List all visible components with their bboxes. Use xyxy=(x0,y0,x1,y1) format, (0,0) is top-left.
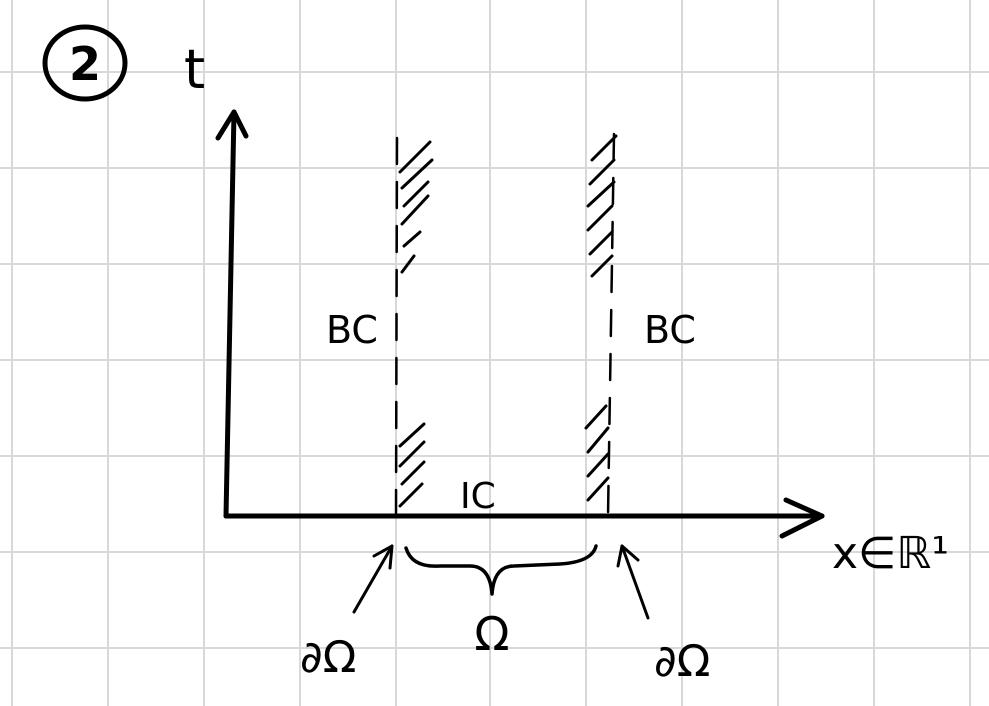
step-number-circle xyxy=(42,24,128,102)
left-boundary-pointer: ∂Ω xyxy=(300,544,394,683)
step-number: 2 xyxy=(69,37,101,91)
left-boundary-condition-label: BC xyxy=(326,308,378,352)
right-boundary-condition-label: BC xyxy=(644,308,696,352)
left-boundary-line xyxy=(394,136,399,518)
right-boundary-pointer: ∂Ω xyxy=(616,544,710,687)
right-boundary-line xyxy=(606,132,616,518)
right-boundary-hatching-upper xyxy=(586,134,618,278)
space-axis: x∈ℝ¹ xyxy=(223,497,949,579)
domain-brace-curve xyxy=(404,544,598,596)
left-boundary-hatching-upper xyxy=(398,140,434,274)
left-boundary-arrow-shaft xyxy=(352,544,394,614)
initial-condition-label: IC xyxy=(460,476,496,517)
step-number-badge: 2 xyxy=(42,24,128,102)
space-axis-label: x∈ℝ¹ xyxy=(832,528,949,579)
space-axis-arrowhead xyxy=(779,497,825,539)
left-boundary-arrowhead xyxy=(372,544,394,570)
time-axis-arrowhead xyxy=(215,109,249,141)
domain-label: Ω xyxy=(474,607,509,661)
domain-brace: Ω xyxy=(404,544,598,661)
right-boundary: BC xyxy=(584,132,696,518)
time-axis-line xyxy=(223,109,237,519)
left-boundary-hatching-lower xyxy=(398,422,426,508)
right-boundary-label: ∂Ω xyxy=(654,636,710,687)
right-boundary-arrowhead xyxy=(616,544,640,568)
right-boundary-arrow-shaft xyxy=(620,544,650,620)
time-axis-label: t xyxy=(184,38,205,101)
left-boundary: BC xyxy=(326,136,434,518)
right-boundary-hatching-lower xyxy=(584,404,610,502)
left-boundary-label: ∂Ω xyxy=(300,632,356,683)
time-axis: t xyxy=(184,38,249,519)
